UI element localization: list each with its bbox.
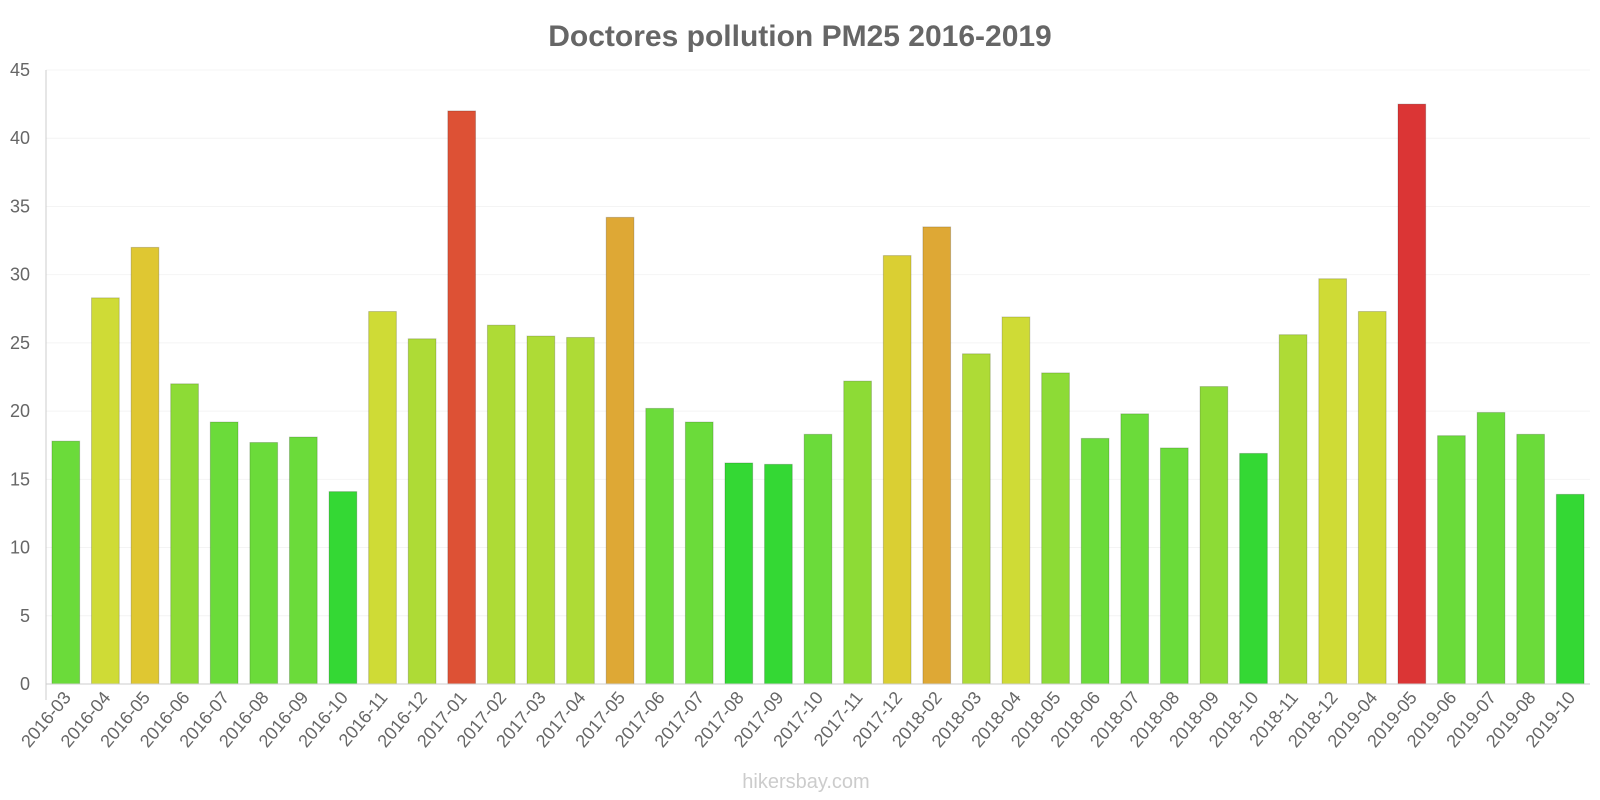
bar-2017-03 <box>526 335 556 685</box>
y-axis-ticks: 0 5 10 15 20 25 30 35 40 45 <box>10 60 30 694</box>
bar-2018-09 <box>1199 386 1229 685</box>
bar-2016-08 <box>249 441 279 685</box>
y-tick-label: 35 <box>10 196 30 216</box>
bar-2018-05 <box>1041 372 1070 685</box>
bars <box>51 103 1585 685</box>
bar-2019-06 <box>1437 435 1466 685</box>
bar-2016-04 <box>91 297 120 685</box>
bar-2019-10 <box>1555 493 1585 685</box>
bar-2016-12 <box>407 338 437 685</box>
bar-2016-05 <box>130 246 160 685</box>
bar-2018-06 <box>1080 437 1110 685</box>
bar-2017-01 <box>447 110 477 685</box>
bar-2019-05 <box>1397 103 1427 685</box>
y-tick-label: 10 <box>10 538 30 558</box>
bar-2016-11 <box>368 311 397 685</box>
bar-2017-11 <box>843 380 872 685</box>
bar-2019-04 <box>1357 311 1387 685</box>
bar-2016-09 <box>288 436 318 685</box>
x-axis-ticks: 2016-032016-042016-052016-062016-072016-… <box>17 688 1579 751</box>
bar-2016-03 <box>51 440 81 685</box>
bar-2017-10 <box>803 433 833 685</box>
y-tick-label: 20 <box>10 401 30 421</box>
bar-2018-11 <box>1278 334 1308 685</box>
bar-2019-08 <box>1516 433 1545 685</box>
bar-2018-08 <box>1159 447 1189 685</box>
bar-2017-12 <box>882 255 912 685</box>
bar-2017-04 <box>566 336 595 685</box>
axes <box>45 70 1590 700</box>
chart-title: Doctores pollution PM25 2016-2019 <box>548 20 1052 53</box>
y-tick-label: 15 <box>10 469 30 489</box>
bar-2018-10 <box>1239 452 1268 685</box>
y-tick-label: 5 <box>20 606 30 626</box>
bar-2016-07 <box>209 421 239 685</box>
bar-2018-12 <box>1318 278 1348 685</box>
bar-2018-04 <box>1001 316 1031 685</box>
bar-2017-02 <box>486 324 516 685</box>
bar-2018-02 <box>922 226 952 685</box>
bar-2017-05 <box>605 216 635 685</box>
y-tick-label: 45 <box>10 60 30 80</box>
y-tick-label: 25 <box>10 333 30 353</box>
bar-2018-07 <box>1120 413 1150 685</box>
bar-2016-10 <box>328 491 358 685</box>
y-tick-label: 40 <box>10 128 30 148</box>
y-tick-label: 30 <box>10 265 30 285</box>
y-tick-label: 0 <box>20 674 30 694</box>
bar-2017-08 <box>724 462 754 685</box>
bar-2017-06 <box>645 407 674 685</box>
watermark: hikersbay.com <box>742 771 869 793</box>
bar-2016-06 <box>170 383 199 685</box>
bar-2018-03 <box>962 353 991 685</box>
bar-2019-07 <box>1476 411 1506 685</box>
bar-2017-07 <box>684 421 714 685</box>
bar-2017-09 <box>764 463 793 685</box>
